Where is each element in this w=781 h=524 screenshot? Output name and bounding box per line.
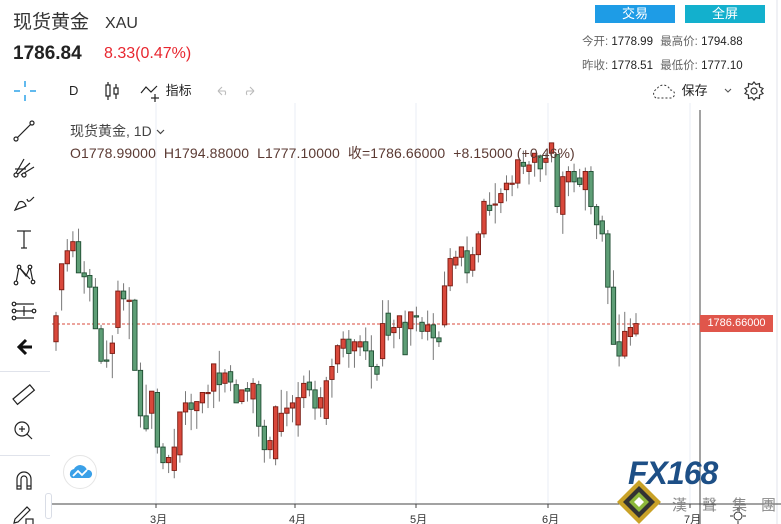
- stats-row-1: 今开: 1778.99 最高价: 1794.88: [582, 33, 743, 49]
- trendline-icon[interactable]: [10, 117, 38, 145]
- candlestick-icon[interactable]: [104, 80, 120, 102]
- zoom-in-icon[interactable]: [10, 417, 38, 445]
- brush-icon[interactable]: [10, 189, 38, 217]
- cloud-chart-icon: [69, 465, 93, 478]
- fib-fan-icon[interactable]: [10, 153, 38, 181]
- interval-button[interactable]: D: [69, 83, 79, 98]
- watermark-diamond-icon: [617, 480, 661, 524]
- chart-toolbar: D 指标 保存: [0, 80, 781, 102]
- fullscreen-button[interactable]: 全屏: [685, 5, 765, 23]
- price-change: 8.33(0.47%): [104, 45, 192, 62]
- ohlc-legend: O1778.99000 H1794.88000 L1777.10000 收=17…: [70, 145, 575, 161]
- watermark-char: 團: [761, 497, 777, 514]
- ruler-icon[interactable]: [10, 381, 38, 409]
- indicators-label: 指标: [165, 83, 192, 98]
- chevron-down-icon[interactable]: [723, 80, 733, 102]
- watermark-char: 漢: [672, 497, 688, 514]
- x-tick-label: 5月: [410, 514, 428, 524]
- low-value: 1777.10: [701, 60, 743, 72]
- scroll-left-handle[interactable]: [45, 493, 52, 519]
- undo-icon[interactable]: [215, 80, 231, 102]
- stats-row-2: 昨收: 1778.51 最低价: 1777.10: [582, 57, 743, 73]
- lock-pencil-icon[interactable]: [10, 499, 38, 524]
- instrument-title: 现货黄金 XAU: [13, 7, 138, 34]
- magnet-icon[interactable]: [10, 467, 38, 495]
- redo-icon[interactable]: [241, 80, 257, 102]
- save-button[interactable]: 保存: [650, 80, 708, 102]
- text-icon[interactable]: [10, 225, 38, 253]
- pattern-icon[interactable]: [10, 261, 38, 289]
- instrument-name: 现货黄金: [13, 12, 90, 33]
- quick-chart-button[interactable]: [63, 455, 97, 489]
- toolbar-divider: [0, 455, 50, 456]
- x-tick-label: 6月: [542, 514, 560, 524]
- chevron-down-icon[interactable]: [156, 127, 165, 136]
- indicators-button[interactable]: 指标: [140, 80, 192, 102]
- series-legend-title[interactable]: 现货黄金, 1D: [70, 121, 165, 141]
- high-label: 最高价:: [660, 36, 698, 48]
- toolbar-divider: [0, 371, 50, 372]
- prev-close-value: 1778.51: [611, 60, 653, 72]
- save-label: 保存: [681, 83, 708, 98]
- last-price-tag: 1786.66000: [700, 315, 773, 332]
- back-arrow-icon[interactable]: [10, 333, 38, 361]
- prev-close-label: 昨收:: [582, 60, 609, 72]
- x-tick-label: 4月: [289, 514, 307, 524]
- high-value: 1794.88: [701, 36, 743, 48]
- trade-button[interactable]: 交易: [595, 5, 675, 23]
- x-tick-label: 3月: [150, 514, 168, 524]
- crosshair-icon[interactable]: [12, 80, 38, 102]
- watermark-char: 聲: [702, 497, 718, 514]
- last-price: 1786.84: [13, 43, 82, 64]
- series-title: 现货黄金, 1D: [70, 123, 152, 139]
- measure-lines-icon[interactable]: [10, 297, 38, 325]
- sun-icon[interactable]: [730, 508, 746, 524]
- low-label: 最低价:: [660, 60, 698, 72]
- instrument-symbol: XAU: [105, 15, 138, 32]
- open-label: 今开:: [582, 36, 609, 48]
- watermark-char: 集: [732, 497, 748, 514]
- drawing-toolbar: [0, 105, 52, 524]
- gear-icon[interactable]: [743, 80, 765, 102]
- x-tick-label: 7月: [684, 514, 702, 524]
- open-value: 1778.99: [611, 36, 653, 48]
